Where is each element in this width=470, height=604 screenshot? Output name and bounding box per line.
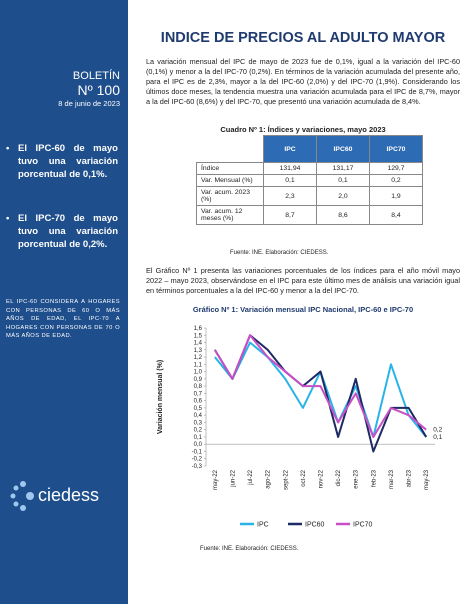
cell: 8,7 — [263, 205, 317, 225]
cell: 8,4 — [369, 205, 423, 225]
x-tick-label: oct-22 — [301, 469, 307, 486]
bullet: El IPC-60 de mayo tuvo una variación por… — [6, 142, 118, 181]
cell: 1,9 — [369, 186, 423, 206]
series-line — [213, 334, 427, 438]
y-tick-label: 0,2 — [194, 428, 203, 434]
row-label: Índice — [196, 162, 264, 175]
x-tick-label: feb-23 — [371, 469, 377, 487]
table-body: Índice 131,94 131,17 129,7 Var. Mensual (%) 0… — [196, 162, 423, 225]
title: INDICE DE PRECIOS AL ADULTO MAYOR — [160, 30, 446, 46]
table-header: IPC IPC60 IPC70 — [196, 135, 423, 163]
x-tick-label: jul-22 — [248, 469, 254, 485]
y-tick-label: 1,5 — [194, 333, 203, 339]
chart-source: Fuente: INE. Elaboración: CIEDESS. — [200, 546, 299, 552]
y-tick-label: 0,5 — [194, 406, 203, 412]
cell: 131,17 — [316, 162, 370, 175]
y-tick-label: -0,2 — [192, 457, 203, 463]
cell: 131,94 — [263, 162, 317, 175]
y-tick-label: 0,3 — [194, 420, 203, 426]
paragraph: La variación mensual del IPC de mayo de … — [146, 57, 460, 106]
table-row: Var. acum. 2023 (%) 2,3 2,0 1,9 — [196, 186, 423, 206]
x-tick-label: mar-23 — [389, 469, 395, 489]
chart-title: Gráfico Nº 1: Variación mensual IPC Naci… — [192, 305, 414, 314]
y-tick-label: 0,0 — [194, 442, 203, 448]
series-line — [213, 334, 428, 453]
column-header: IPC70 — [369, 135, 423, 163]
y-tick-label: 1,1 — [194, 362, 203, 368]
x-tick-label: ago-22 — [266, 469, 272, 488]
table-row: Var. Mensual (%) 0,1 0,1 0,2 — [196, 174, 423, 187]
x-tick-label: ene-23 — [354, 469, 360, 488]
value-label: 0,2 — [433, 427, 442, 434]
note: EL IPC-60 CONSIDERA A HOGARES CON PERSON… — [6, 299, 120, 339]
y-axis-title: Variación mensual (%) — [157, 360, 164, 434]
legend-label: IPC70 — [353, 522, 373, 529]
chart: Variación mensual (%)-0,3-0,2-0,10,00,10… — [157, 326, 443, 529]
table-caption: Cuadro Nº 1: Índices y variaciones, mayo… — [220, 125, 386, 134]
cell: 0,2 — [369, 174, 423, 187]
row-label: Var. acum. 12 meses (%) — [196, 205, 264, 225]
value-label: 0,1 — [433, 434, 442, 441]
x-tick-label: may-23 — [424, 469, 430, 490]
y-tick-label: 1,0 — [194, 370, 203, 376]
legend-label: IPC — [257, 522, 269, 529]
bulletin: BOLETÍN — [72, 70, 120, 82]
y-tick-label: -0,1 — [192, 449, 203, 455]
bulletin-number: Nº 100 — [77, 82, 120, 98]
x-tick-label: abr-23 — [407, 469, 413, 487]
y-tick-label: 1,4 — [194, 341, 203, 347]
column-header: IPC — [263, 135, 317, 163]
y-tick-label: 1,2 — [194, 355, 203, 361]
paragraph: El Gráfico Nº 1 presenta las variaciones… — [146, 266, 460, 295]
legend-label: IPC60 — [305, 522, 325, 529]
cell: 129,7 — [369, 162, 423, 175]
x-tick-label: sept-22 — [283, 469, 289, 490]
x-tick-label: jun-22 — [230, 469, 236, 487]
cell: 0,1 — [316, 174, 370, 187]
corner-cell — [196, 135, 264, 163]
table: IPC IPC60 IPC70 Índice 131,94 131,17 129,7 Var… — [196, 135, 423, 225]
logo-icon — [10, 481, 34, 511]
y-tick-label: 0,9 — [194, 377, 203, 383]
x-tick-label: dic-22 — [336, 469, 342, 486]
sidebar: BOLETÍN Nº 100 8 de junio de 2023 El IPC… — [0, 0, 128, 604]
logo-text: ciedess — [38, 485, 99, 505]
y-tick-label: -0,3 — [192, 464, 203, 470]
row-label: Var. Mensual (%) — [196, 174, 264, 187]
x-tick-label: may-22 — [213, 469, 219, 490]
logo: ciedess — [10, 481, 99, 511]
y-tick-label: 0,8 — [194, 384, 203, 390]
y-tick-label: 1,6 — [194, 326, 203, 332]
x-tick-label: nov-22 — [319, 469, 325, 488]
table-row: Var. acum. 12 meses (%) 8,7 8,6 8,4 — [196, 205, 423, 225]
y-tick-label: 0,6 — [194, 399, 203, 405]
table-row: Índice 131,94 131,17 129,7 — [196, 162, 423, 175]
cell: 8,6 — [316, 205, 370, 225]
cell: 2,3 — [263, 186, 317, 206]
series-line — [214, 341, 427, 438]
y-tick-label: 0,4 — [194, 413, 203, 419]
bullet: El IPC-70 de mayo tuvo una variación por… — [6, 212, 118, 251]
cell: 2,0 — [316, 186, 370, 206]
column-header: IPC60 — [316, 135, 370, 163]
y-tick-label: 0,7 — [194, 391, 203, 397]
y-tick-label: 1,3 — [194, 348, 203, 354]
y-tick-label: 0,1 — [194, 435, 203, 441]
date: 8 de junio de 2023 — [58, 99, 120, 108]
table-source: Fuente: INE. Elaboración: CIEDESS. — [230, 250, 329, 256]
cell: 0,1 — [263, 174, 317, 187]
row-label: Var. acum. 2023 (%) — [196, 186, 264, 206]
